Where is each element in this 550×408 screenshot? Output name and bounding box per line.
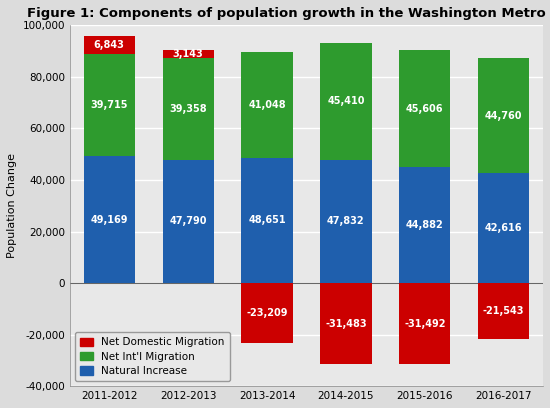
Text: 42,616: 42,616 <box>485 223 522 233</box>
Text: 44,760: 44,760 <box>485 111 522 120</box>
Text: 41,048: 41,048 <box>248 100 286 110</box>
Bar <box>320 283 371 364</box>
Text: 47,790: 47,790 <box>169 217 207 226</box>
Text: 49,169: 49,169 <box>91 215 128 225</box>
Bar <box>163 50 214 58</box>
Text: 48,651: 48,651 <box>248 215 286 225</box>
Bar <box>478 283 529 339</box>
Bar <box>320 160 371 283</box>
Text: 39,358: 39,358 <box>169 104 207 114</box>
Text: -21,543: -21,543 <box>483 306 524 316</box>
Text: 6,843: 6,843 <box>94 40 125 50</box>
Title: Figure 1: Components of population growth in the Washington Metro Area: Figure 1: Components of population growt… <box>28 7 550 20</box>
Text: 44,882: 44,882 <box>406 220 444 230</box>
Y-axis label: Population Change: Population Change <box>7 153 17 258</box>
Bar <box>478 58 529 173</box>
Bar <box>163 58 214 160</box>
Bar <box>399 50 450 167</box>
Text: -31,483: -31,483 <box>325 319 367 329</box>
Text: 45,606: 45,606 <box>406 104 443 113</box>
Text: -31,492: -31,492 <box>404 319 446 329</box>
Bar <box>399 167 450 283</box>
Bar <box>241 157 293 283</box>
Text: 47,832: 47,832 <box>327 216 365 226</box>
Bar <box>320 43 371 160</box>
Legend: Net Domestic Migration, Net Int'l Migration, Natural Increase: Net Domestic Migration, Net Int'l Migrat… <box>75 332 230 381</box>
Bar <box>399 283 450 364</box>
Text: 45,410: 45,410 <box>327 96 365 106</box>
Bar <box>84 36 135 54</box>
Bar <box>163 160 214 283</box>
Bar <box>241 52 293 157</box>
Text: -23,209: -23,209 <box>246 308 288 318</box>
Text: 39,715: 39,715 <box>91 100 128 110</box>
Bar <box>84 54 135 156</box>
Bar <box>478 173 529 283</box>
Bar <box>84 156 135 283</box>
Bar <box>241 283 293 343</box>
Text: 3,143: 3,143 <box>173 49 204 59</box>
